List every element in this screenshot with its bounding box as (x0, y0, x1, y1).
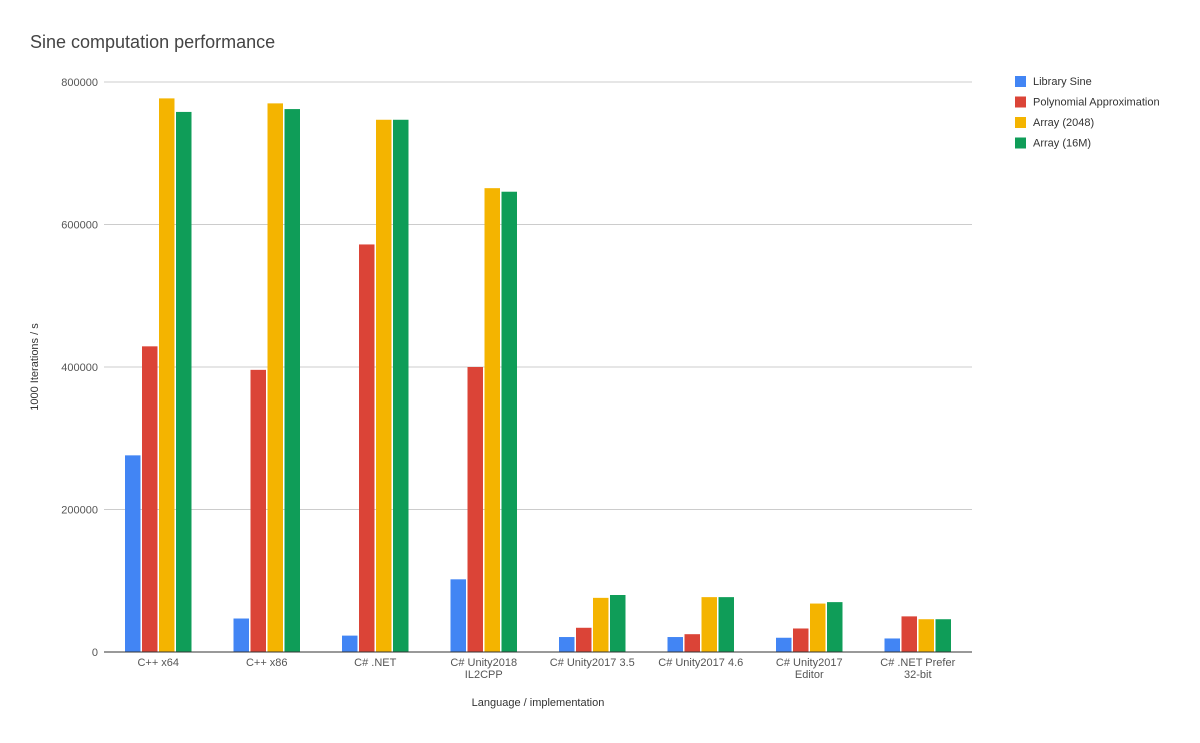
bar-array-16m--7 (935, 619, 951, 652)
bar-array-16m--1 (284, 109, 300, 652)
legend-label: Array (16M) (1033, 138, 1091, 150)
bar-library-sine-7 (884, 638, 900, 652)
y-tick-label: 0 (92, 647, 98, 659)
bar-library-sine-4 (559, 637, 575, 652)
y-axis-title: 1000 Iterations / s (29, 323, 41, 411)
bar-polynomial-approximation-1 (250, 369, 266, 652)
bar-array-2048--1 (267, 103, 283, 652)
bar-polynomial-approximation-4 (576, 627, 592, 652)
y-tick-label: 800000 (61, 77, 98, 89)
legend-label: Library Sine (1033, 76, 1092, 88)
x-tick-label: C++ x64 (137, 657, 179, 669)
legend-label: Array (2048) (1033, 117, 1094, 129)
legend-swatch (1015, 117, 1026, 128)
legend-swatch (1015, 96, 1026, 108)
bar-array-16m--0 (176, 111, 192, 653)
bar-array-2048--0 (159, 98, 175, 652)
y-tick-label: 600000 (61, 220, 98, 232)
bars (125, 98, 951, 653)
x-tick-label: C# Unity2017 4.6 (658, 657, 743, 669)
y-tick-label: 200000 (61, 505, 98, 517)
bar-library-sine-2 (342, 635, 358, 652)
bar-array-2048--3 (484, 188, 500, 652)
bar-library-sine-0 (125, 455, 141, 652)
legend-swatch (1015, 137, 1026, 149)
y-axis-ticks: 0 200000 400000 600000 800000 (61, 77, 98, 659)
x-tick-label: C# Unity2017 Editor (776, 657, 843, 681)
bar-polynomial-approximation-7 (901, 616, 917, 652)
bar-array-16m--5 (718, 597, 734, 652)
bar-polynomial-approximation-0 (142, 346, 158, 652)
bar-polynomial-approximation-3 (467, 367, 483, 652)
bar-array-2048--7 (918, 619, 934, 652)
bar-array-16m--6 (827, 602, 843, 652)
bar-library-sine-5 (667, 637, 683, 652)
x-tick-label: C# Unity2018 IL2CPP (450, 657, 517, 681)
chart-title: Sine computation performance (30, 32, 275, 52)
bar-array-2048--6 (810, 603, 826, 652)
bar-library-sine-6 (776, 637, 792, 652)
x-tick-label: C# .NET Prefer 32-bit (880, 657, 955, 681)
bar-array-2048--2 (376, 119, 392, 652)
y-tick-label: 400000 (61, 362, 98, 374)
bar-array-16m--3 (501, 191, 517, 652)
x-tick-label: C++ x86 (246, 657, 288, 669)
gridlines (104, 81, 972, 510)
bar-polynomial-approximation-5 (684, 634, 700, 652)
x-tick-label: C# Unity2017 3.5 (550, 657, 635, 669)
bar-array-16m--4 (610, 595, 626, 652)
bar-array-16m--2 (393, 119, 409, 652)
legend-label: Polynomial Approximation (1033, 97, 1160, 109)
x-axis-ticks: C++ x64 C++ x86 C# .NET C# Unity2018 IL2CPP C… (137, 657, 955, 681)
bar-array-2048--4 (593, 597, 609, 652)
bar-polynomial-approximation-2 (359, 244, 375, 652)
x-axis-title: Language / implementation (472, 697, 605, 709)
bar-polynomial-approximation-6 (793, 628, 809, 652)
bar-library-sine-3 (450, 579, 466, 652)
bar-array-2048--5 (701, 597, 717, 652)
legend: Library Sine Polynomial Approximation Arra… (1015, 76, 1160, 150)
x-tick-label: C# .NET (354, 657, 396, 669)
bar-library-sine-1 (233, 618, 249, 652)
legend-swatch (1015, 76, 1026, 87)
